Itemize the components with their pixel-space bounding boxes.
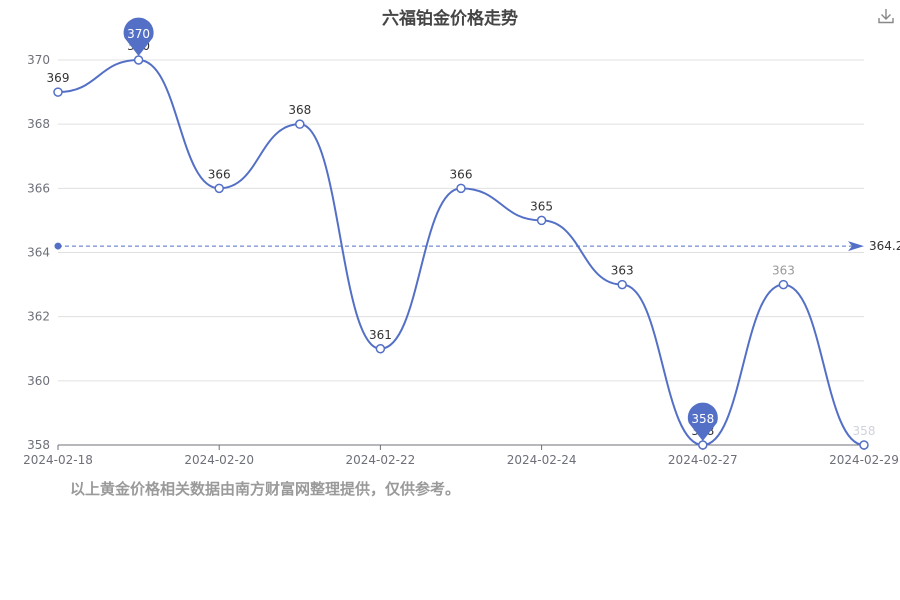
data-point <box>536 215 547 226</box>
data-point <box>617 279 627 290</box>
max-pin-label: 370 <box>127 27 150 41</box>
footnote: 以上黄金价格相关数据由南方财富网整理提供，仅供参考。 <box>70 480 461 498</box>
data-point <box>375 344 386 354</box>
data-label: 365 <box>530 199 553 213</box>
x-tick-label: 2024-02-20 <box>184 453 254 467</box>
min-pin-label: 358 <box>691 412 714 426</box>
data-point <box>456 183 466 194</box>
x-tick-label: 2024-02-24 <box>507 453 577 467</box>
chart-title: 六福铂金价格走势 <box>382 9 518 29</box>
y-tick-label: 368 <box>27 117 50 131</box>
min-pin <box>687 402 718 441</box>
data-label: 368 <box>288 103 311 117</box>
data-label: 366 <box>208 167 231 181</box>
data-point <box>133 55 144 65</box>
data-point <box>859 440 869 450</box>
data-label: 358 <box>853 424 876 438</box>
data-point <box>53 87 63 97</box>
data-point <box>778 279 789 290</box>
y-tick-label: 358 <box>27 438 50 452</box>
x-tick-label: 2024-02-22 <box>346 453 416 467</box>
data-label: 369 <box>47 71 70 85</box>
data-label: 363 <box>772 264 795 278</box>
y-tick-label: 366 <box>27 181 50 195</box>
x-tick-label: 2024-02-27 <box>668 453 738 467</box>
average-line-start <box>54 242 62 250</box>
download-button[interactable] <box>876 6 896 26</box>
y-tick-label: 362 <box>27 310 50 324</box>
x-tick-label: 2024-02-18 <box>23 453 93 467</box>
max-pin <box>123 17 154 56</box>
average-line-arrow <box>848 241 864 252</box>
y-tick-label: 370 <box>27 53 50 67</box>
y-tick-label: 364 <box>27 246 50 260</box>
data-point <box>214 183 224 194</box>
data-point <box>698 440 708 450</box>
average-label: 364.2 <box>869 239 900 253</box>
download-icon <box>878 9 894 24</box>
y-tick-label: 360 <box>27 374 50 388</box>
data-label: 366 <box>450 167 473 181</box>
x-tick-label: 2024-02-29 <box>829 453 899 467</box>
data-label: 363 <box>611 264 634 278</box>
data-label: 361 <box>369 328 392 342</box>
data-point <box>295 119 305 129</box>
